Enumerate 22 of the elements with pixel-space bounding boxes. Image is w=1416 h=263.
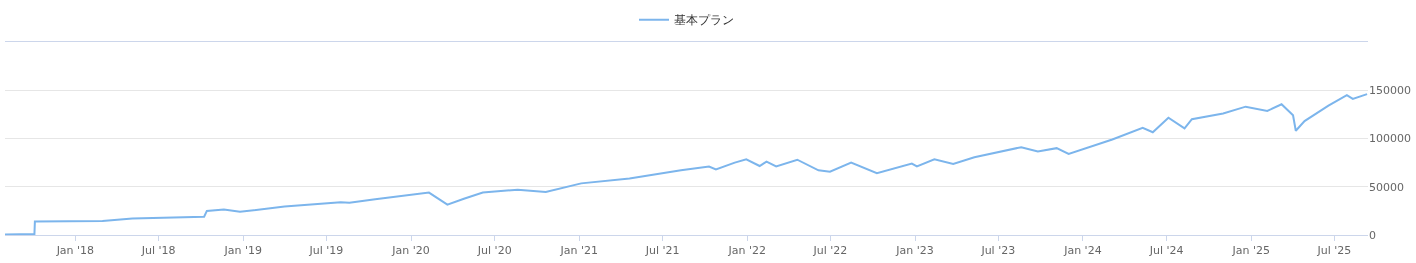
y-tick-label: 0	[1369, 228, 1376, 242]
legend-label: 基本プラン	[674, 13, 734, 28]
x-tick-label: Jul '24	[1148, 244, 1184, 258]
y-tick-label: 50000	[1369, 180, 1404, 194]
x-tick-label: Jul '25	[1316, 244, 1352, 258]
x-tick-label: Jan '18	[55, 244, 95, 258]
x-tick-label: Jul '21	[644, 244, 680, 258]
x-tick-label: Jan '25	[1231, 244, 1270, 258]
x-tick-label: Jul '18	[140, 244, 176, 258]
x-tick-label: Jan '23	[895, 244, 934, 258]
x-tick-label: Jan '22	[727, 244, 766, 258]
x-tick-label: Jan '20	[391, 244, 430, 258]
x-tick-label: Jul '22	[812, 244, 848, 258]
y-tick-label: 150000	[1369, 84, 1411, 98]
y-tick-label: 100000	[1369, 132, 1411, 146]
x-tick-label: Jul '23	[980, 244, 1016, 258]
x-tick-label: Jul '19	[308, 244, 344, 258]
line-series	[5, 93, 1368, 235]
x-tick-label: Jan '21	[559, 244, 599, 258]
x-tick-label: Jul '20	[476, 244, 512, 258]
x-tick-label: Jan '24	[1063, 244, 1102, 258]
x-tick-label: Jan '19	[223, 244, 262, 258]
